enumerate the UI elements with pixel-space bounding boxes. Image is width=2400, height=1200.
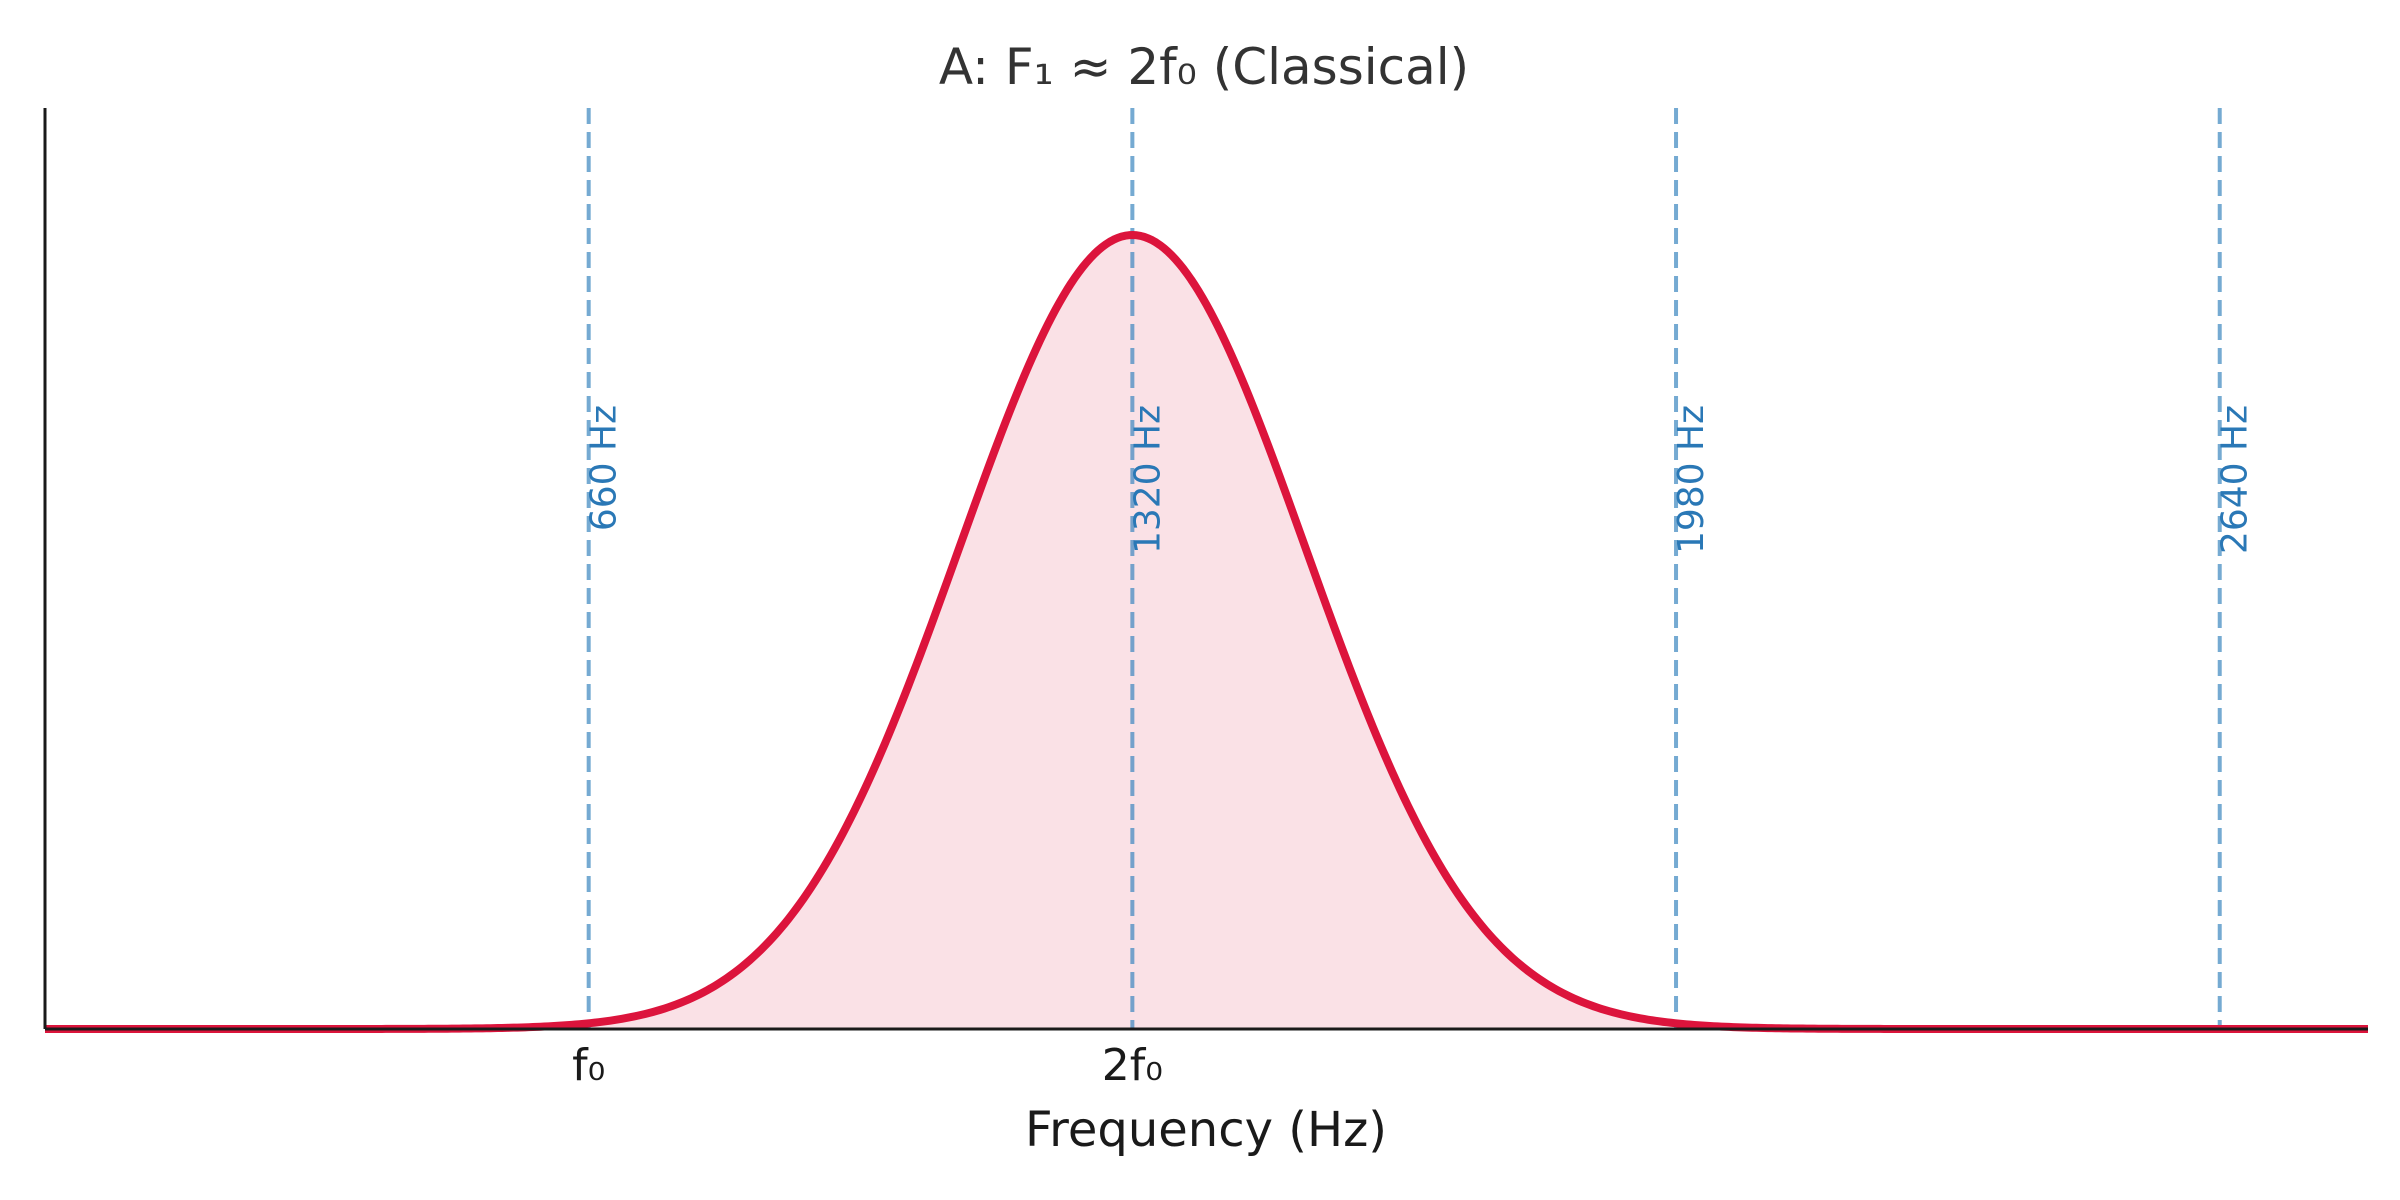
harmonic-label-3: 1980 Hz bbox=[1671, 405, 1712, 554]
x-ticks: f₀ 2f₀ bbox=[572, 1040, 1163, 1091]
x-tick-label-1: f₀ bbox=[572, 1040, 605, 1091]
harmonic-label-1: 660 Hz bbox=[584, 405, 625, 531]
harmonic-label-4: 2640 Hz bbox=[2215, 405, 2256, 554]
x-axis-label: Frequency (Hz) bbox=[1025, 1102, 1387, 1158]
plot-area: 660 Hz 1320 Hz 1980 Hz 2640 Hz f₀ 2f₀ bbox=[43, 108, 2369, 1091]
harmonic-lines: 660 Hz 1320 Hz 1980 Hz 2640 Hz bbox=[584, 108, 2256, 1029]
curve-fill bbox=[45, 235, 2368, 1030]
x-tick-label-2: 2f₀ bbox=[1102, 1040, 1163, 1091]
harmonic-label-2: 1320 Hz bbox=[1127, 405, 1168, 554]
chart-title: A: F₁ ≈ 2f₀ (Classical) bbox=[939, 38, 1469, 96]
